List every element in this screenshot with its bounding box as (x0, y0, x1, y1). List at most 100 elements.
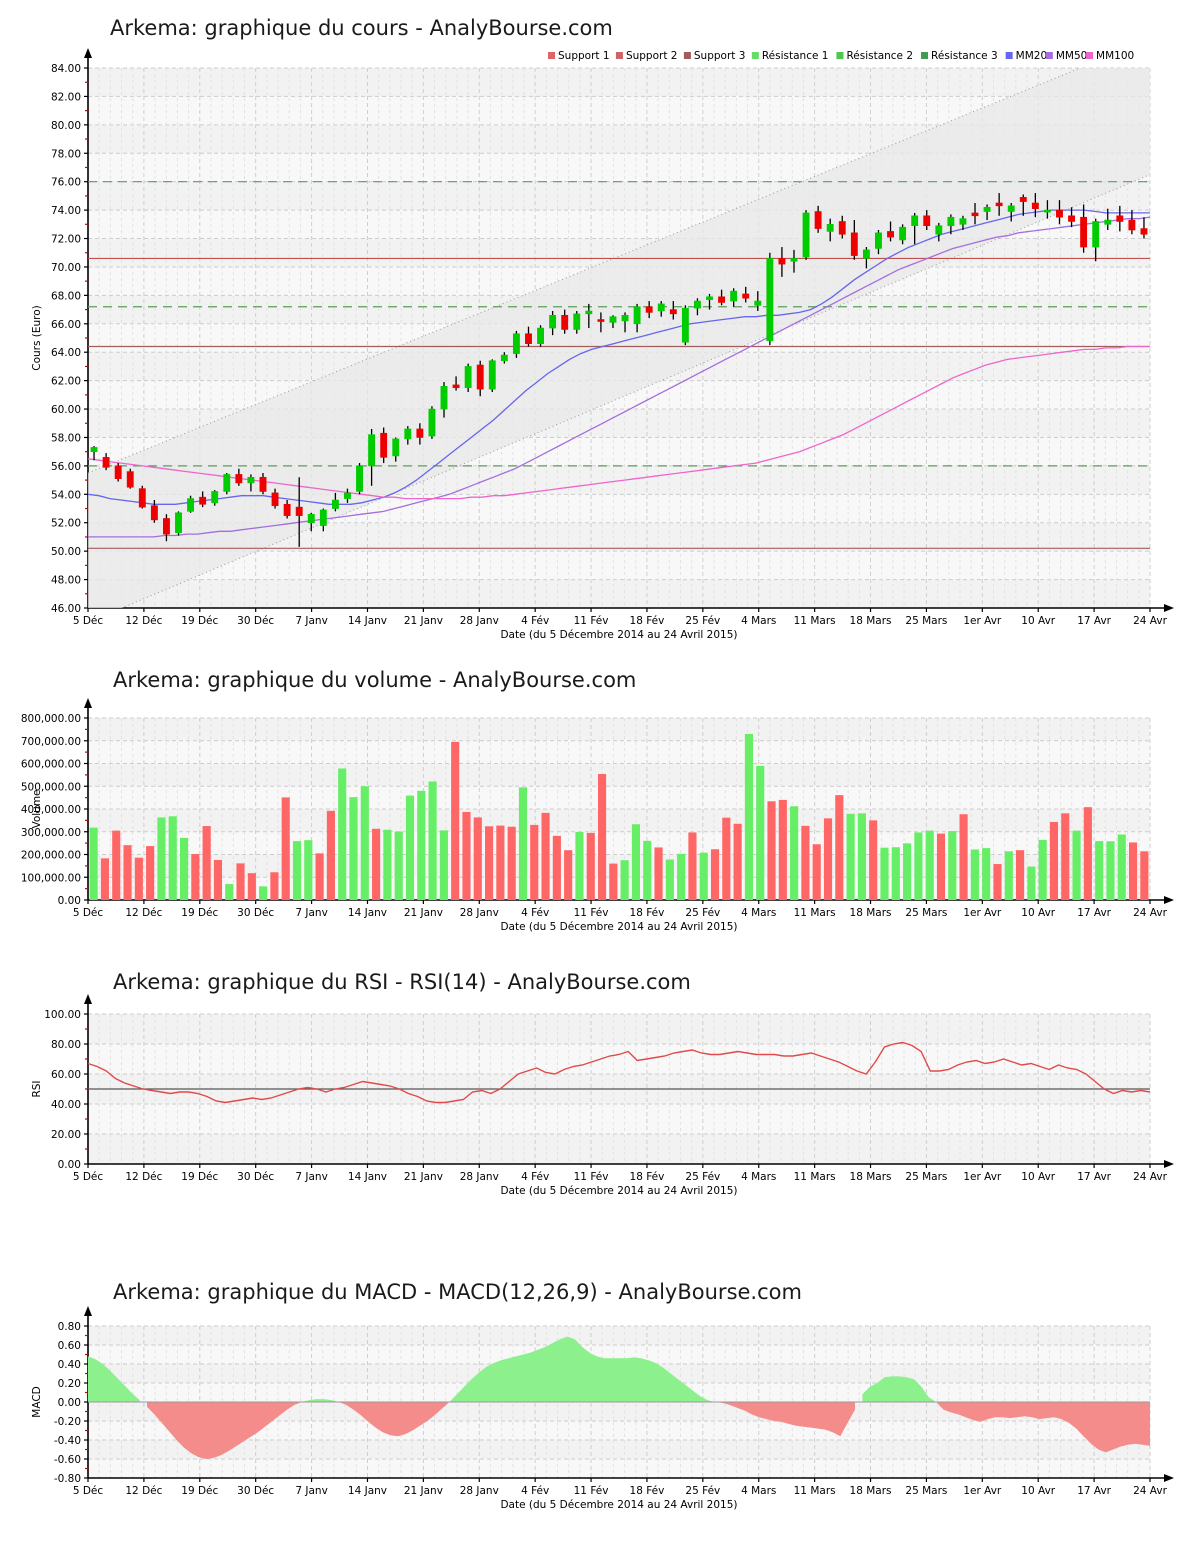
volume-bar (292, 841, 302, 900)
volume-bar (812, 844, 821, 900)
candle-body (826, 224, 834, 232)
candle-body (597, 319, 605, 322)
y-tick-label: 64.00 (51, 347, 81, 359)
y-tick-label: 300,000.00 (21, 827, 81, 839)
y-tick-label: -0.40 (54, 1435, 81, 1447)
volume-bar (541, 812, 550, 900)
macd-area-negative (147, 1402, 302, 1459)
rsi-series-group (88, 1041, 1150, 1104)
candle-body (1031, 202, 1039, 209)
candle-body (440, 386, 448, 410)
y-tick-label: 74.00 (51, 205, 81, 217)
volume-bar (699, 852, 708, 900)
y-tick-label: 20.00 (51, 1129, 81, 1141)
volume-bar (179, 837, 189, 900)
volume-bar (1027, 866, 1036, 900)
x-tick-label: 17 Avr (1077, 1171, 1111, 1183)
y-tick-label: 52.00 (51, 518, 81, 530)
candle-body (838, 221, 846, 235)
candle-body (163, 518, 170, 535)
y-tick-label: 600,000.00 (21, 759, 81, 771)
x-tick-label: 12 Déc (125, 1171, 162, 1183)
volume-bar (1106, 841, 1115, 900)
candle-body (983, 206, 991, 212)
x-tick-label: 7 Janv (295, 907, 327, 919)
candle-body (404, 428, 412, 440)
x-tick-label: 18 Fév (630, 1485, 665, 1497)
y-tick-label: 400,000.00 (21, 804, 81, 816)
x-tick-label: 7 Janv (295, 1485, 327, 1497)
volume-bar (225, 884, 234, 900)
volume-bar (710, 849, 720, 900)
candle-body (1007, 205, 1015, 212)
x-tick-label: 30 Déc (237, 1485, 274, 1497)
candle-body (814, 211, 822, 229)
volume-bar (507, 826, 516, 900)
volume-bar (891, 847, 900, 900)
y-tick-label: 76.00 (51, 177, 81, 189)
candle-body (247, 476, 255, 484)
macd-area-negative (714, 1402, 855, 1437)
legend-swatch-2 (683, 52, 691, 59)
candle-body (585, 310, 593, 315)
y-axis-title: Volume (31, 789, 43, 828)
volume-bar (417, 790, 426, 900)
candle-body (947, 216, 955, 227)
x-tick-label: 11 Fév (574, 615, 609, 627)
volume-bar (823, 818, 833, 900)
x-axis-arrow (1164, 896, 1174, 904)
plot-background (88, 718, 1150, 900)
volume-bar (1072, 830, 1081, 900)
legend-swatch-4 (836, 52, 844, 59)
x-tick-label: 18 Mars (850, 907, 892, 919)
volume-bar (473, 817, 482, 900)
candle-body (850, 232, 858, 256)
volume-bar (428, 781, 437, 900)
legend-swatch-8 (1086, 52, 1094, 59)
candle-body (488, 360, 496, 390)
plot-band (88, 809, 1150, 832)
x-tick-label: 4 Mars (741, 1171, 776, 1183)
plot-band (88, 718, 1150, 741)
volume-bar (688, 832, 697, 900)
volume-bar (485, 826, 494, 900)
y-tick-label: 0.80 (58, 1321, 81, 1333)
volume-bar (552, 835, 561, 900)
candle-body (754, 300, 762, 306)
candle-body (899, 226, 907, 241)
volume-bar (496, 825, 505, 900)
x-tick-label: 10 Avr (1021, 1171, 1055, 1183)
y-tick-label: 62.00 (51, 376, 81, 388)
plot-band (88, 1440, 1150, 1459)
volume-bar (112, 830, 121, 900)
volume-bar (451, 741, 460, 900)
plot-band (88, 68, 1150, 97)
candle-body (90, 447, 98, 452)
candle-body (271, 492, 279, 506)
x-tick-label: 5 Déc (73, 615, 104, 627)
y-tick-label: 50.00 (51, 546, 81, 558)
volume-plot: 0.00 100,000.00 200,000.00 300,000.00 400,00… (0, 660, 1200, 960)
x-tick-label: 30 Déc (237, 907, 274, 919)
macd-plot: -0.80 -0.60 -0.40 -0.20 0.00 0.20 0.40 0.60 0.80… (0, 1272, 1200, 1550)
volume-bar (383, 829, 392, 900)
x-tick-label: 11 Fév (574, 1171, 609, 1183)
legend-label-1: Support 2 (626, 50, 678, 62)
volume-bar (1083, 807, 1092, 900)
candle-body (657, 303, 665, 312)
candle-body (875, 232, 882, 249)
macd-area-positive (449, 1336, 715, 1402)
candle-body (694, 300, 701, 309)
x-tick-label: 4 Fév (521, 1171, 549, 1183)
x-tick-label: 14 Janv (348, 615, 387, 627)
axes: -0.80 -0.60 -0.40 -0.20 0.00 0.20 0.40 0.60 0.80… (31, 1306, 1174, 1511)
volume-bar (89, 827, 98, 900)
volume-bar (360, 786, 369, 900)
x-axis-title: Date (du 5 Décembre 2014 au 24 Avril 201… (500, 629, 737, 641)
macd-series-group (88, 1336, 1150, 1459)
candle-body (525, 333, 532, 344)
x-tick-label: 10 Avr (1021, 1485, 1055, 1497)
volume-bar (315, 853, 324, 900)
candle-body (1104, 219, 1112, 225)
